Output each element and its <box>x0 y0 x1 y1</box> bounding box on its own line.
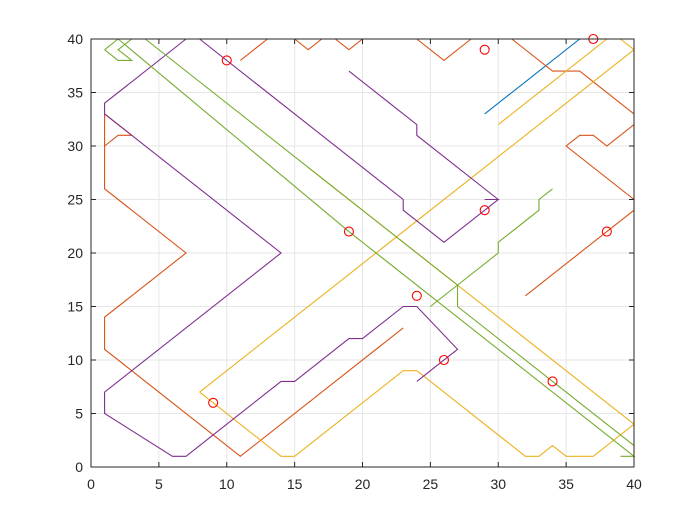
x-tick-label: 10 <box>219 476 235 492</box>
x-axis-tick-labels: 0 5 10 15 20 25 30 35 40 <box>87 476 642 492</box>
y-axis-tick-labels: 0 5 10 15 20 25 30 35 40 <box>67 31 83 475</box>
y-tick-label: 15 <box>67 299 83 315</box>
marker-point <box>438 354 450 366</box>
y-tick-label: 30 <box>67 138 83 154</box>
x-tick-label: 25 <box>423 476 439 492</box>
y-tick-label: 0 <box>75 459 83 475</box>
y-tick-label: 35 <box>67 85 83 101</box>
y-tick-label: 40 <box>67 31 83 47</box>
x-tick-label: 15 <box>287 476 303 492</box>
marker-group <box>208 33 612 408</box>
marker-point <box>479 44 490 55</box>
y-tick-label: 10 <box>67 352 83 368</box>
x-tick-label: 0 <box>87 476 95 492</box>
series-line-12 <box>104 113 459 457</box>
marker-point <box>601 226 612 237</box>
x-tick-label: 40 <box>626 476 642 492</box>
y-tick-label: 25 <box>67 192 83 208</box>
series-line-7 <box>199 49 635 393</box>
series-line-3 <box>104 146 404 458</box>
x-tick-label: 35 <box>558 476 574 492</box>
marker-point <box>221 55 232 66</box>
tick-marks <box>90 38 635 468</box>
series-line-16 <box>430 188 553 307</box>
marker-point <box>343 226 354 237</box>
x-tick-label: 30 <box>490 476 506 492</box>
marker-point <box>411 290 422 301</box>
y-tick-label: 5 <box>75 406 83 422</box>
marker-point <box>479 205 490 216</box>
marker-point <box>547 376 558 387</box>
series-line-11 <box>348 70 499 200</box>
x-tick-label: 5 <box>155 476 163 492</box>
marker-point <box>208 397 219 408</box>
series-line-5 <box>525 124 635 297</box>
series-line-10 <box>104 38 500 244</box>
grid <box>91 39 634 467</box>
x-tick-label: 20 <box>355 476 371 492</box>
y-tick-label: 20 <box>67 245 83 261</box>
series-line-8 <box>199 370 635 457</box>
series-line-15 <box>144 38 635 447</box>
